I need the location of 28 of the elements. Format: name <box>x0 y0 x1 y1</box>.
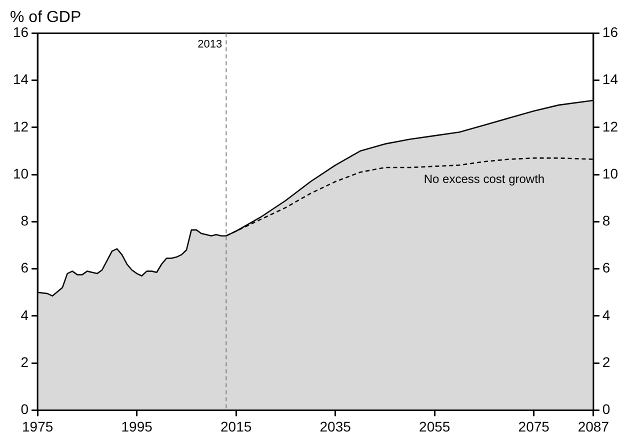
series-label: No excess cost growth <box>424 172 545 186</box>
y2-tick-label: 6 <box>602 260 610 276</box>
y-tick-label: 4 <box>20 306 29 323</box>
y2-tick-label: 14 <box>602 71 618 88</box>
y-tick-label: 8 <box>20 212 29 229</box>
y-tick-label: 12 <box>12 118 29 134</box>
y-axis-title: % of GDP <box>10 9 82 26</box>
x-tick-label: 1975 <box>22 418 54 434</box>
y2-tick-label: 8 <box>602 212 610 229</box>
y2-tick-label: 0 <box>602 401 610 418</box>
y2-tick-label: 16 <box>602 24 618 40</box>
x-tick-label: 2075 <box>518 418 550 434</box>
x-tick-label: 2055 <box>419 418 450 434</box>
x-tick-label: 2015 <box>220 418 252 434</box>
x-tick-label: 1995 <box>121 418 153 434</box>
y-tick-label: 14 <box>12 71 29 88</box>
y-tick-label: 6 <box>20 260 29 276</box>
y-tick-label: 10 <box>12 165 29 182</box>
x-tick-label: 2035 <box>320 418 352 434</box>
y2-tick-label: 2 <box>602 354 610 370</box>
y2-tick-label: 12 <box>602 118 618 134</box>
y-tick-label: 0 <box>20 401 29 418</box>
y-tick-label: 16 <box>12 24 29 40</box>
ref-line-label: 2013 <box>198 38 222 51</box>
x-tick-label: 2087 <box>578 418 610 434</box>
y-tick-label: 2 <box>20 354 29 370</box>
y2-tick-label: 10 <box>602 165 618 182</box>
y2-tick-label: 4 <box>602 306 610 323</box>
